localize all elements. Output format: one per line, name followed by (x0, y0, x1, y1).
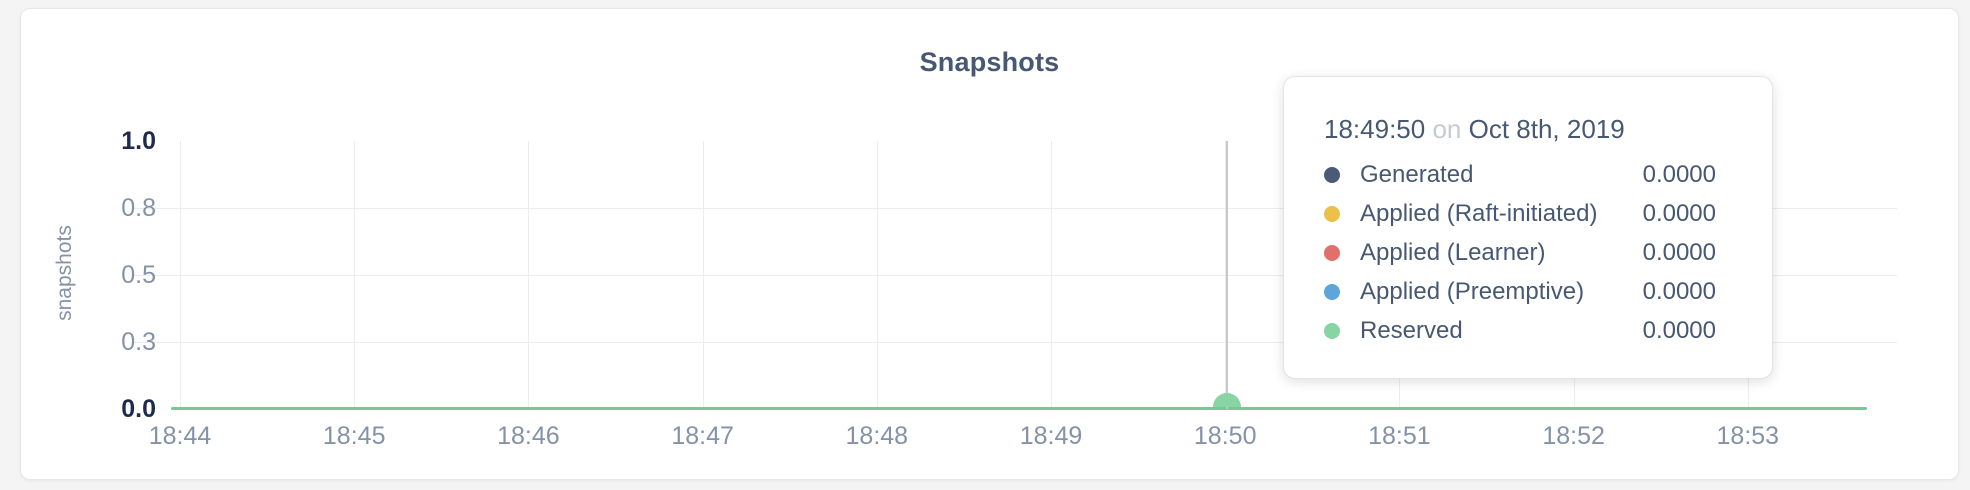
y-gridline (133, 275, 1897, 276)
tooltip-date: Oct 8th, 2019 (1468, 114, 1625, 144)
x-tick-label: 18:49 (1019, 422, 1083, 450)
tooltip-series-row: Applied (Learner) 0.0000 (1324, 233, 1716, 272)
series-value: 0.0000 (1642, 238, 1716, 266)
tooltip-series-row: Applied (Raft-initiated) 0.0000 (1324, 194, 1716, 233)
x-tick-label: 18:51 (1368, 422, 1431, 450)
hover-point (1213, 393, 1241, 407)
x-tick-label: 18:53 (1716, 422, 1780, 450)
tooltip-connector: on (1432, 114, 1462, 144)
tooltip-series-row: Generated 0.0000 (1324, 155, 1716, 194)
x-tick-label: 18:45 (322, 422, 386, 450)
series-label: Reserved (1360, 316, 1463, 344)
x-tick-label: 18:52 (1542, 422, 1605, 450)
tooltip-title: 18:49:50 on Oct 8th, 2019 (1324, 111, 1716, 147)
x-tick-label: 18:44 (148, 422, 212, 450)
crosshair-line (1226, 141, 1228, 409)
series-value: 0.0000 (1642, 160, 1716, 188)
series-value: 0.0000 (1642, 277, 1716, 305)
tooltip-time: 18:49:50 (1324, 114, 1426, 144)
chart-card: Snapshots snapshots 1.0 0.8 0.5 0.3 0.0 18:4… (20, 8, 1959, 480)
tooltip-legend: Generated 0.0000 Applied (Raft-initiated) 0… (1324, 155, 1716, 350)
series-value: 0.0000 (1642, 316, 1716, 344)
series-label: Applied (Raft-initiated) (1360, 199, 1598, 227)
y-tick-label: 0.8 (121, 194, 156, 222)
series-color-dot-icon (1324, 244, 1340, 261)
tooltip-series-row: Applied (Preemptive) 0.0000 (1324, 272, 1716, 311)
y-axis-label: snapshots (53, 225, 76, 321)
chart-tooltip: 18:49:50 on Oct 8th, 2019 Generated 0.000… (1283, 76, 1773, 379)
series-label: Applied (Preemptive) (1360, 277, 1585, 305)
x-tick-label: 18:50 (1193, 422, 1257, 450)
chart-title: Snapshots (919, 47, 1060, 77)
x-tick-label: 18:46 (497, 422, 560, 450)
series-label: Applied (Learner) (1360, 238, 1546, 266)
y-gridline (133, 208, 1897, 209)
series-label: Generated (1360, 160, 1474, 188)
x-tick-label: 18:47 (671, 422, 734, 450)
series-color-dot-icon (1324, 322, 1340, 339)
y-tick-label: 0.5 (121, 261, 156, 289)
tooltip-series-row: Reserved 0.0000 (1324, 311, 1716, 350)
y-tick-label: 1.0 (121, 127, 156, 155)
series-color-dot-icon (1324, 283, 1340, 300)
y-tick-label: 0.3 (121, 328, 156, 356)
series-line-flat-zero (171, 407, 1867, 410)
x-tick-label: 18:48 (845, 422, 909, 450)
series-color-dot-icon (1324, 205, 1340, 222)
series-color-dot-icon (1324, 166, 1340, 183)
y-gridline (133, 342, 1897, 343)
y-tick-label: 0.0 (121, 395, 156, 423)
series-value: 0.0000 (1642, 199, 1716, 227)
